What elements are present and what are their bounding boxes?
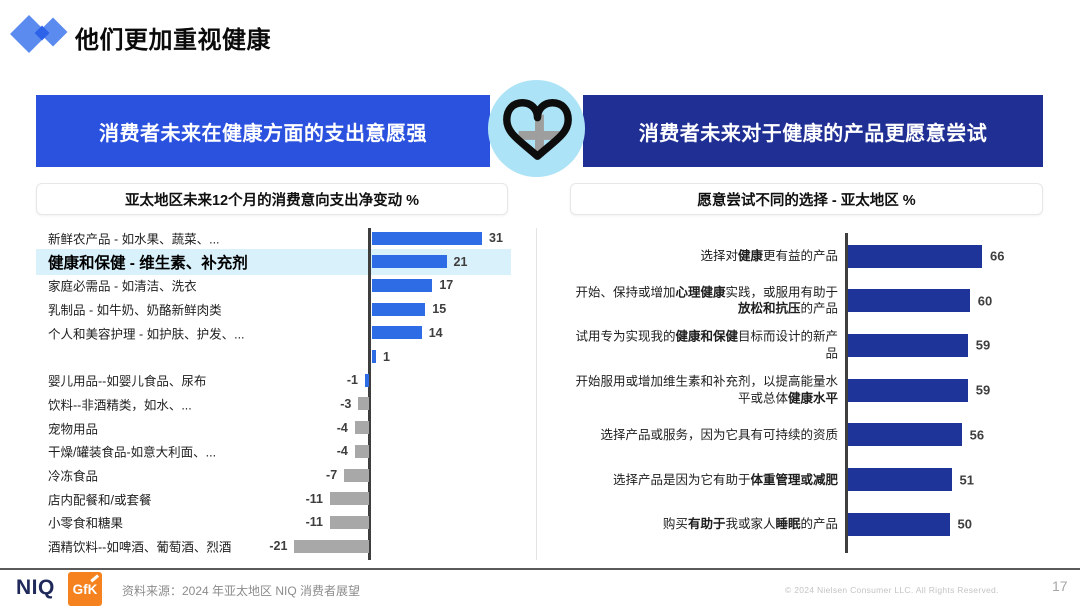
category-label: 选择产品是因为它有助于体重管理或减肥 — [612, 472, 838, 487]
category-label: 选择产品或服务，因为它具有可持续的资质 — [600, 427, 838, 442]
bar — [372, 350, 376, 363]
bar — [354, 444, 369, 458]
category-label: 宠物用品 — [48, 422, 99, 437]
category-label: 酒精饮料--如啤酒、葡萄酒、烈酒 — [48, 540, 232, 555]
category-label: 小零食和糖果 — [48, 516, 124, 531]
left-chart-axis — [368, 228, 371, 560]
category-label: 家庭必需品 - 如清洁、洗衣 — [48, 279, 197, 294]
value-label: 31 — [489, 231, 503, 245]
bar — [372, 231, 483, 245]
copyright-text: © 2024 Nielsen Consumer LLC. All Rights … — [785, 585, 999, 595]
value-label: 66 — [989, 248, 1005, 264]
value-label: 56 — [969, 427, 985, 443]
bar — [329, 515, 369, 529]
value-label: -21 — [269, 539, 288, 554]
right-bar-chart: 选择对健康更有益的产品 66 开始、保持或增加心理健康实践，或服用有助于放松和抗压的… — [560, 225, 1080, 565]
category-label: 开始服用或增加维生素和补充剂，以提高能量水平或总体健康水平 — [575, 374, 838, 406]
category-label: 干燥/罐装食品-如意大利面、... — [48, 445, 217, 460]
category-label: 试用专为实现我的健康和保健目标而设计的新产品 — [575, 329, 838, 361]
category-label: 个人和美容护理 - 如护肤、护发、... — [48, 327, 245, 342]
right-banner: 消费者未来对于健康的产品更愿意尝试 — [583, 95, 1043, 167]
left-chart-title: 亚太地区未来12个月的消费意向支出净变动 % — [36, 183, 508, 215]
value-label: -4 — [336, 444, 348, 459]
value-label: 51 — [959, 472, 974, 487]
right-chart-title: 愿意尝试不同的选择 - 亚太地区 % — [570, 183, 1043, 215]
value-label: -11 — [305, 515, 323, 530]
bar — [848, 512, 950, 536]
category-label: 购买有助于我或家人睡眠的产品 — [662, 516, 838, 531]
category-label: 饮料--非酒精类，如水、... — [48, 398, 192, 413]
bar — [365, 373, 369, 387]
value-label: 59 — [975, 382, 991, 398]
category-label: 选择对健康更有益的产品 — [700, 248, 838, 263]
category-label: 新鲜农产品 - 如水果、蔬菜、... — [48, 232, 220, 247]
bar — [372, 278, 433, 292]
bar — [358, 397, 369, 411]
category-label: 开始、保持或增加心理健康实践，或服用有助于放松和抗压的产品 — [575, 285, 838, 316]
value-label: 1 — [383, 349, 390, 364]
footer-divider — [0, 568, 1080, 570]
bar — [848, 289, 970, 313]
value-label: 50 — [957, 516, 972, 532]
value-label: -11 — [305, 491, 323, 506]
value-label: 17 — [439, 278, 454, 293]
bar — [372, 326, 422, 340]
right-chart-axis — [845, 233, 848, 553]
bar — [354, 421, 369, 435]
left-banner: 消费者未来在健康方面的支出意愿强 — [36, 95, 490, 167]
heart-plus-icon — [487, 79, 586, 178]
bar — [848, 423, 962, 447]
value-label: 21 — [453, 254, 468, 269]
left-bar-chart: 新鲜农产品 - 如水果、蔬菜、... 31 健康和保健 - 维生素、补充剂 21 家庭必… — [0, 225, 560, 565]
category-label: 冷冻食品 — [48, 469, 99, 484]
value-label: 59 — [975, 337, 991, 353]
bar — [344, 468, 369, 482]
bar — [372, 302, 426, 316]
category-label: 健康和保健 - 维生素、补充剂 — [48, 254, 248, 272]
bar — [329, 492, 369, 506]
category-label: 婴儿用品--如婴儿食品、尿布 — [48, 374, 207, 389]
gfk-logo: GfK — [68, 572, 102, 606]
bar — [848, 333, 968, 357]
niq-logo: NIQ — [16, 576, 55, 599]
value-label: -7 — [326, 468, 338, 482]
bar — [372, 255, 447, 269]
value-label: -1 — [346, 373, 358, 388]
category-label: 店内配餐和/或套餐 — [48, 493, 152, 508]
bar — [848, 378, 968, 402]
chart-edge-line — [536, 228, 537, 560]
value-label: 60 — [977, 293, 993, 309]
value-label: -3 — [340, 396, 352, 411]
value-label: -4 — [336, 420, 348, 435]
category-label: 乳制品 - 如牛奶、奶酪新鲜肉类 — [48, 303, 222, 318]
value-label: 14 — [428, 325, 443, 340]
diamonds-logo-icon — [10, 15, 68, 53]
bar — [848, 468, 952, 491]
value-label: 15 — [432, 302, 447, 317]
source-text: 资料来源：2024 年亚太地区 NIQ 消费者展望 — [122, 584, 361, 598]
page-title: 他们更加重视健康 — [75, 27, 271, 54]
page-number: 17 — [1052, 578, 1068, 594]
bar — [848, 244, 982, 268]
bar — [294, 539, 369, 553]
